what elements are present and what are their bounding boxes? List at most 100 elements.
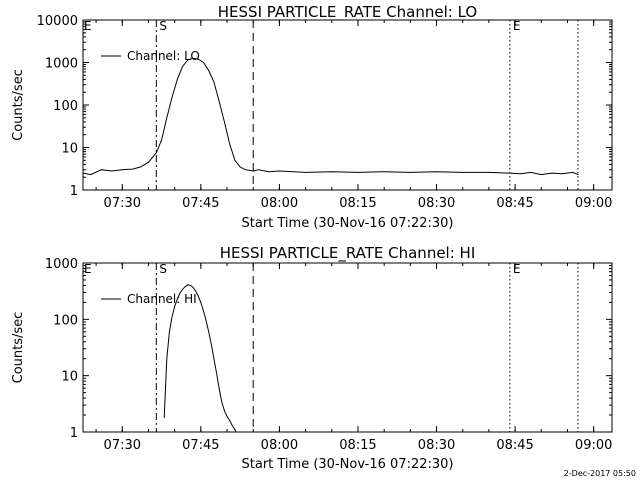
y-axis-label: Counts/sec (11, 312, 26, 384)
edge-marker-label: E (84, 19, 92, 33)
data-point (234, 159, 236, 161)
x-tick-label: 08:15 (339, 196, 376, 211)
data-point (540, 174, 542, 176)
data-point (121, 169, 123, 171)
data-point (161, 139, 163, 141)
x-tick-label: 08:45 (496, 438, 533, 453)
data-point (239, 166, 241, 168)
x-tick-label: 07:45 (182, 196, 219, 211)
x-tick-label: 08:00 (261, 438, 298, 453)
x-tick-label: 07:30 (104, 438, 141, 453)
x-tick-label: 09:00 (575, 438, 612, 453)
plot-frame (82, 262, 613, 433)
legend-entry: Channel: HI (127, 292, 197, 306)
data-point (577, 174, 579, 176)
y-tick-label: 100 (53, 99, 78, 114)
series-line-lo (82, 57, 579, 176)
x-axis-label: Start Time (30-Nov-16 07:22:30) (242, 216, 454, 231)
data-point (90, 174, 92, 176)
chart-title: HESSI PARTICLE_RATE Channel: LO (218, 3, 477, 22)
data-point (176, 79, 178, 80)
data-point (200, 302, 202, 303)
x-tick-label: 08:45 (496, 196, 533, 211)
data-point (488, 172, 490, 173)
chart-panel-lo: HESSI PARTICLE_RATE Channel: LO 07:30 07:4… (11, 3, 613, 231)
data-point (140, 166, 142, 168)
footer-timestamp: 2-Dec-2017 05:50 (564, 469, 636, 478)
data-point (213, 81, 215, 83)
data-point (383, 171, 385, 173)
data-point (182, 289, 183, 290)
y-tick-label: 10 (61, 370, 78, 385)
data-point (226, 415, 228, 417)
data-point (229, 420, 231, 421)
y-tick-label: 1000 (45, 57, 78, 72)
data-point (155, 152, 157, 154)
data-point (203, 62, 204, 63)
data-point (192, 286, 194, 288)
data-point (132, 168, 134, 170)
chart-panel-hi: HESSI PARTICLE_RATE Channel: HI 07:30 07:4… (11, 244, 613, 472)
data-point (436, 171, 437, 173)
y-tick-label: 1000 (45, 257, 78, 272)
data-point (224, 121, 225, 123)
data-point (82, 172, 84, 174)
x-tick-label: 08:00 (261, 196, 298, 211)
x-tick-label: 08:30 (418, 196, 455, 211)
x-tick-label: 08:30 (418, 438, 455, 453)
data-point (163, 417, 165, 418)
data-point (195, 290, 197, 292)
data-point (229, 143, 231, 145)
data-point (179, 292, 181, 294)
data-point (208, 70, 210, 71)
data-point (187, 284, 189, 286)
data-point (561, 173, 563, 175)
data-point (218, 388, 220, 390)
data-point (100, 169, 102, 171)
chart-title: HESSI PARTICLE_RATE Channel: HI (220, 244, 476, 263)
data-point (357, 172, 359, 173)
data-point (192, 58, 194, 59)
data-point (187, 59, 189, 61)
data-point (231, 425, 233, 426)
data-point (184, 286, 186, 288)
x-tick-label: 07:30 (104, 196, 141, 211)
data-point (171, 316, 173, 318)
x-tick-label: 08:15 (339, 438, 376, 453)
data-point (218, 101, 220, 102)
data-point (111, 170, 113, 172)
marker-label: E (513, 262, 521, 276)
data-point (174, 306, 176, 307)
data-point (462, 172, 464, 173)
data-point (252, 170, 254, 172)
y-axis-label: Counts/sec (11, 69, 26, 141)
plot-frame (82, 19, 613, 191)
y-tick-label: 1 (70, 184, 78, 199)
data-point (224, 410, 225, 411)
data-point (235, 431, 237, 433)
data-point (305, 172, 306, 173)
data-point (166, 117, 168, 119)
data-point (182, 66, 183, 67)
y-tick-label: 10000 (37, 14, 78, 29)
data-point (190, 285, 191, 286)
data-point (268, 171, 270, 173)
data-point (148, 161, 149, 163)
data-point (572, 172, 574, 173)
data-point (197, 58, 199, 60)
legend-entry: Channel: LO (127, 49, 200, 63)
data-point (197, 295, 199, 297)
data-point (410, 172, 411, 173)
data-point (258, 169, 259, 171)
data-point (176, 298, 178, 300)
data-point (216, 372, 218, 374)
data-point (551, 172, 553, 174)
data-point (205, 320, 207, 321)
y-tick-label: 10 (61, 142, 78, 157)
data-point (509, 172, 511, 174)
data-point (530, 172, 532, 173)
series-line-hi (163, 284, 237, 433)
x-tick-label: 09:00 (575, 196, 612, 211)
data-point (519, 173, 521, 175)
